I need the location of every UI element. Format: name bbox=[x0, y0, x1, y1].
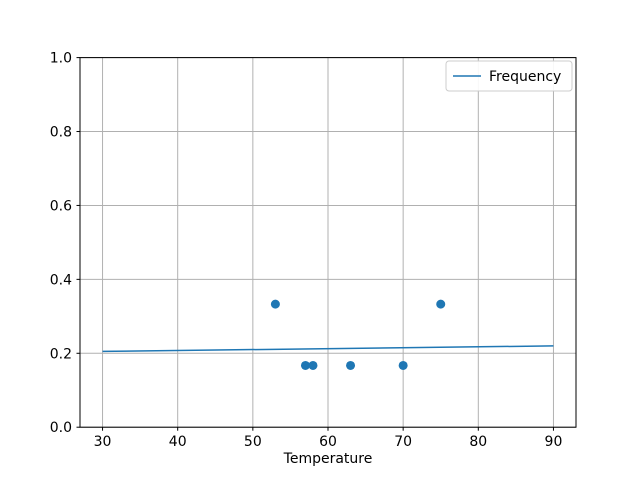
y-tick-label: 0.0 bbox=[50, 420, 72, 436]
x-tick-label: 60 bbox=[319, 434, 337, 450]
y-tick-label: 0.6 bbox=[50, 198, 72, 214]
legend: Frequency bbox=[445, 60, 573, 92]
x-tick-label: 70 bbox=[394, 434, 412, 450]
x-tick-label: 30 bbox=[94, 434, 112, 450]
scatter-point bbox=[398, 360, 408, 370]
y-tick-label: 1.0 bbox=[50, 51, 72, 67]
scatter-point bbox=[270, 299, 280, 309]
x-tick-label: 40 bbox=[169, 434, 187, 450]
y-tick-label: 0.4 bbox=[50, 272, 72, 288]
y-tick-label: 0.2 bbox=[50, 346, 72, 362]
x-tick-label: 80 bbox=[469, 434, 487, 450]
scatter-point bbox=[436, 299, 446, 309]
x-axis-label: Temperature bbox=[283, 451, 373, 467]
legend-border bbox=[445, 60, 573, 92]
tick-layer: 30 40 50 60 70 80 90 0.0 0.2 0.4 0.6 0.8 1.0 bbox=[50, 51, 563, 451]
grid-layer bbox=[80, 57, 576, 428]
frequency-line bbox=[102, 345, 554, 353]
legend-label: Frequency bbox=[489, 69, 561, 85]
x-tick-label: 50 bbox=[244, 434, 262, 450]
x-tick-label: 90 bbox=[545, 434, 563, 450]
scatter-point bbox=[300, 360, 310, 370]
scatter-point bbox=[346, 360, 356, 370]
scatter-point bbox=[308, 360, 318, 370]
y-tick-label: 0.8 bbox=[50, 125, 72, 141]
series-layer bbox=[102, 299, 554, 370]
